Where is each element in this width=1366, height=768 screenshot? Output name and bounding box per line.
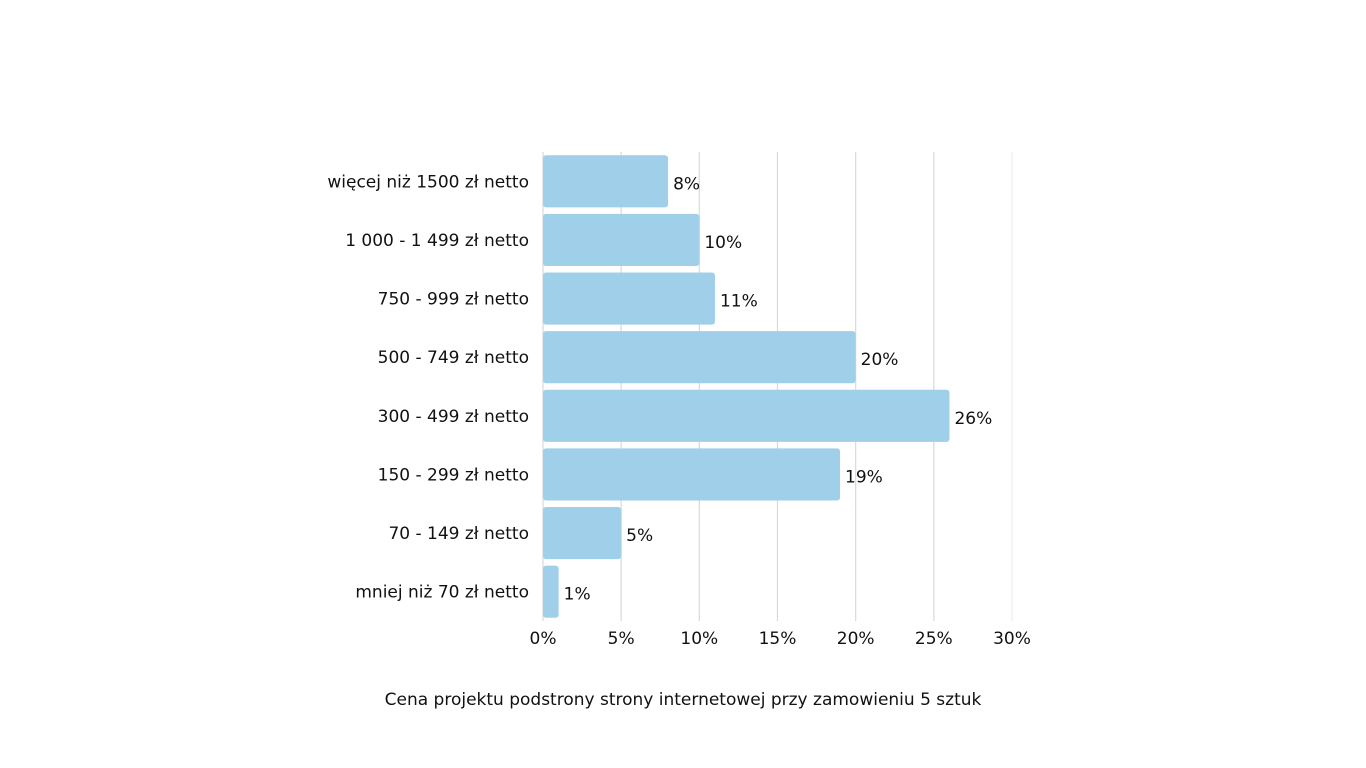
x-axis-tick-labels: 0% 5% 10% 15% 20% 25% 30% xyxy=(530,629,1031,649)
bar xyxy=(543,272,715,325)
category-label: 1 000 - 1 499 zł netto xyxy=(345,231,529,251)
value-label: 20% xyxy=(861,350,899,370)
value-label: 1% xyxy=(564,585,591,605)
x-tick-label: 5% xyxy=(608,629,635,649)
x-tick-label: 30% xyxy=(993,629,1031,649)
bar xyxy=(543,565,559,618)
value-label: 8% xyxy=(673,174,700,194)
x-tick-label: 10% xyxy=(680,629,718,649)
category-labels: więcej niż 1500 zł netto 1 000 - 1 499 zł… xyxy=(327,172,529,602)
category-label: 750 - 999 zł netto xyxy=(378,290,529,310)
category-label: 500 - 749 zł netto xyxy=(378,348,529,368)
x-tick-label: 20% xyxy=(837,629,875,649)
value-label: 10% xyxy=(704,233,742,253)
bar xyxy=(543,213,700,267)
x-tick-label: 15% xyxy=(759,629,797,649)
category-label: 300 - 499 zł netto xyxy=(378,407,529,427)
bar xyxy=(543,155,669,208)
bar xyxy=(543,389,950,442)
category-label: 150 - 299 zł netto xyxy=(378,465,529,485)
value-label: 19% xyxy=(845,467,883,487)
bar xyxy=(543,506,622,560)
bars xyxy=(543,155,950,618)
category-label: 70 - 149 zł netto xyxy=(388,524,529,544)
x-tick-label: 0% xyxy=(530,629,557,649)
value-label: 11% xyxy=(720,292,758,312)
bar xyxy=(543,448,841,501)
bar xyxy=(543,331,856,384)
category-label: mniej niż 70 zł netto xyxy=(355,583,529,603)
category-label: więcej niż 1500 zł netto xyxy=(327,172,529,192)
value-label: 5% xyxy=(626,526,653,546)
chart-caption: Cena projektu podstrony strony interneto… xyxy=(384,690,982,710)
value-labels: 8% 10% 11% 20% 26% 19% 5% 1% xyxy=(564,174,993,604)
value-label: 26% xyxy=(954,409,992,429)
x-tick-label: 25% xyxy=(915,629,953,649)
